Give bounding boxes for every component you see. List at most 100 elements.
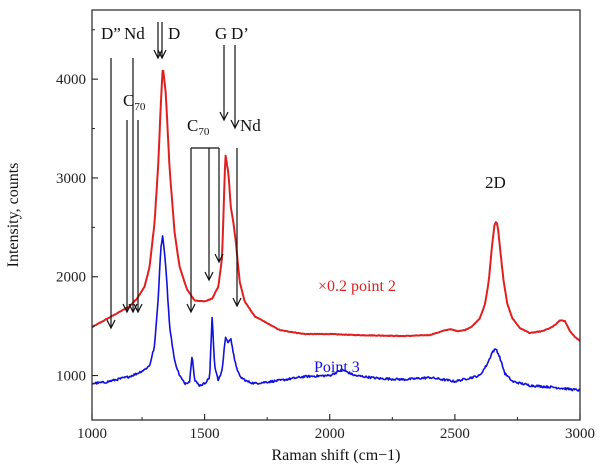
data-point — [204, 383, 205, 384]
data-point — [165, 93, 166, 94]
data-point — [479, 318, 480, 319]
data-point — [569, 331, 570, 332]
x-tick-label: 1500 — [190, 426, 220, 442]
arrow-d-2 — [157, 22, 167, 60]
data-point — [479, 375, 480, 376]
data-point — [497, 227, 498, 228]
data-point — [179, 375, 180, 376]
series-blue — [91, 235, 581, 392]
data-point — [169, 326, 170, 327]
data-point — [247, 381, 248, 382]
series-label-blue: Point 3 — [314, 359, 360, 376]
data-point — [503, 281, 504, 282]
arrow-c70-c — [186, 148, 196, 314]
data-point — [404, 379, 405, 380]
series-red — [91, 66, 581, 342]
data-point — [212, 298, 213, 299]
data-point — [529, 333, 530, 334]
annotation-nd-left: Nd — [124, 24, 145, 43]
arrow-d-prime — [230, 45, 240, 130]
data-point — [449, 329, 450, 330]
data-point — [104, 382, 105, 383]
data-point — [214, 365, 215, 366]
data-point — [230, 337, 231, 338]
data-point — [529, 385, 530, 386]
data-point — [228, 342, 229, 343]
data-point — [254, 383, 255, 384]
annotation-d-double-prime: D” — [101, 24, 121, 43]
data-point — [467, 378, 468, 379]
data-point — [496, 348, 497, 349]
data-point — [199, 385, 200, 386]
data-point — [512, 381, 513, 382]
plot-frame — [91, 9, 581, 421]
data-point — [218, 380, 219, 381]
arrow-nd-right — [232, 148, 242, 308]
data-point — [279, 380, 280, 381]
data-point — [504, 373, 505, 374]
data-point — [194, 380, 195, 381]
data-point — [379, 378, 380, 379]
data-point — [192, 353, 193, 354]
y-axis-ticks: 1000 2000 3000 4000 — [56, 29, 98, 385]
data-point — [492, 351, 493, 352]
y-axis-title: Intensity, counts — [5, 163, 22, 268]
x-axis-ticks: 1000 1500 2000 2500 3000 — [77, 414, 595, 442]
data-point — [209, 377, 210, 378]
data-point — [160, 103, 161, 104]
data-point — [574, 336, 575, 337]
arrow-g — [219, 45, 229, 122]
data-point — [491, 247, 492, 248]
data-point — [494, 225, 495, 226]
data-point — [149, 365, 150, 366]
data-point — [184, 383, 185, 384]
annotation-2d: 2D — [485, 173, 506, 192]
x-tick-label: 2500 — [440, 426, 470, 442]
y-tick-label: 2000 — [56, 270, 86, 286]
data-point — [429, 377, 430, 378]
annotation-d-prime: D’ — [231, 24, 249, 43]
y-tick-label: 1000 — [56, 369, 86, 385]
annotation-nd-right: Nd — [240, 116, 261, 135]
data-point — [144, 369, 145, 370]
x-axis-title: Raman shift (cm−1) — [272, 447, 401, 464]
data-point — [230, 207, 231, 208]
data-point — [222, 370, 223, 371]
data-point — [488, 281, 489, 282]
data-point — [116, 379, 117, 380]
data-point — [149, 266, 150, 267]
data-point — [187, 289, 188, 290]
data-point — [554, 325, 555, 326]
annotation-c70-lower-sub: 70 — [198, 126, 210, 138]
data-point — [304, 333, 305, 334]
data-point — [162, 235, 163, 236]
series-label-red: ×0.2 point 2 — [318, 278, 396, 295]
data-point — [228, 172, 229, 173]
arrow-c70-d — [204, 148, 214, 282]
data-point — [154, 222, 155, 223]
annotation-c70-lower: C70 — [187, 116, 210, 138]
data-point — [174, 232, 175, 233]
data-point — [554, 387, 555, 388]
data-point — [507, 304, 508, 305]
data-point — [225, 336, 226, 337]
x-tick-label: 2000 — [315, 426, 345, 442]
data-point — [354, 334, 355, 335]
data-point — [244, 301, 245, 302]
data-point — [542, 331, 543, 332]
data-point — [154, 345, 155, 346]
data-point — [162, 66, 163, 67]
data-point — [499, 357, 500, 358]
data-point — [160, 247, 161, 248]
annotation-c70-lower-main: C — [187, 116, 198, 135]
data-point — [279, 330, 280, 331]
data-point — [144, 286, 145, 287]
data-point — [165, 266, 166, 267]
series-line — [91, 235, 581, 392]
data-point — [429, 334, 430, 335]
data-point — [169, 168, 170, 169]
annotation-g: G — [215, 24, 227, 43]
data-point — [158, 296, 159, 297]
data-point — [158, 163, 159, 164]
